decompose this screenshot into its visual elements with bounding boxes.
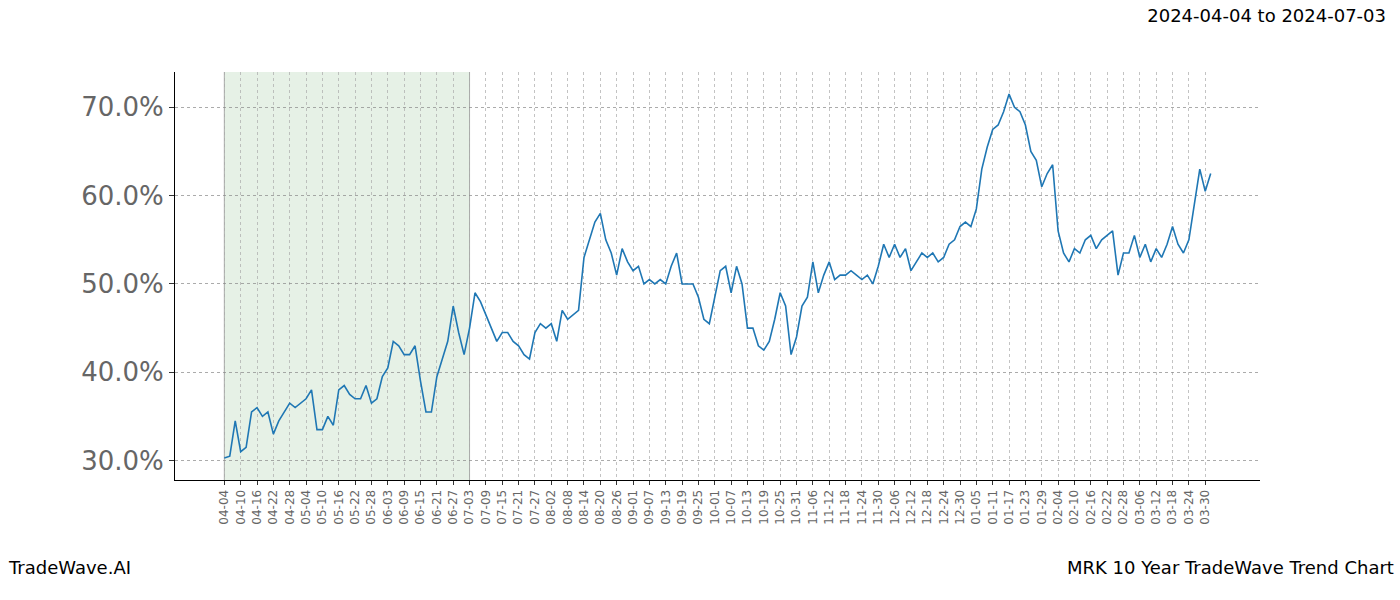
svg-text:70.0%: 70.0% [81, 92, 164, 122]
svg-text:60.0%: 60.0% [81, 181, 164, 211]
svg-text:01-23: 01-23 [1018, 490, 1032, 525]
svg-text:04-04: 04-04 [217, 490, 231, 525]
svg-text:03-18: 03-18 [1165, 490, 1179, 525]
svg-text:01-29: 01-29 [1035, 490, 1049, 525]
svg-text:11-06: 11-06 [806, 490, 820, 525]
svg-text:50.0%: 50.0% [81, 269, 164, 299]
svg-text:02-04: 02-04 [1051, 490, 1065, 525]
svg-text:09-07: 09-07 [642, 490, 656, 525]
svg-text:03-12: 03-12 [1149, 490, 1163, 525]
svg-text:2024-04-04 to 2024-07-03: 2024-04-04 to 2024-07-03 [1147, 5, 1386, 26]
svg-text:11-30: 11-30 [871, 490, 885, 525]
svg-text:02-28: 02-28 [1116, 490, 1130, 525]
svg-text:07-03: 07-03 [462, 490, 476, 525]
svg-text:04-28: 04-28 [283, 490, 297, 525]
svg-text:12-12: 12-12 [904, 490, 918, 525]
svg-text:MRK 10 Year TradeWave Trend Ch: MRK 10 Year TradeWave Trend Chart [1067, 557, 1394, 578]
svg-text:40.0%: 40.0% [81, 357, 164, 387]
svg-text:12-18: 12-18 [920, 490, 934, 525]
svg-text:TradeWave.AI: TradeWave.AI [8, 557, 131, 578]
svg-text:09-19: 09-19 [675, 490, 689, 525]
svg-text:12-30: 12-30 [953, 490, 967, 525]
svg-text:02-16: 02-16 [1084, 490, 1098, 525]
svg-text:08-26: 08-26 [610, 490, 624, 525]
svg-text:03-30: 03-30 [1198, 490, 1212, 525]
svg-text:08-20: 08-20 [593, 490, 607, 525]
svg-text:09-13: 09-13 [659, 490, 673, 525]
svg-text:08-08: 08-08 [561, 490, 575, 525]
svg-text:04-16: 04-16 [250, 490, 264, 525]
svg-text:06-09: 06-09 [397, 490, 411, 525]
svg-text:06-15: 06-15 [413, 490, 427, 525]
svg-text:04-10: 04-10 [234, 490, 248, 525]
svg-text:01-05: 01-05 [969, 490, 983, 525]
svg-text:10-01: 10-01 [708, 490, 722, 525]
svg-text:06-27: 06-27 [446, 490, 460, 525]
svg-text:08-02: 08-02 [544, 490, 558, 525]
svg-text:04-22: 04-22 [266, 490, 280, 525]
svg-text:03-24: 03-24 [1182, 490, 1196, 525]
svg-text:08-14: 08-14 [577, 490, 591, 525]
svg-text:09-01: 09-01 [626, 490, 640, 525]
svg-text:07-15: 07-15 [495, 490, 509, 525]
svg-text:30.0%: 30.0% [81, 446, 164, 476]
svg-text:02-10: 02-10 [1067, 490, 1081, 525]
svg-text:11-12: 11-12 [822, 490, 836, 525]
svg-text:01-17: 01-17 [1002, 490, 1016, 525]
svg-text:03-06: 03-06 [1133, 490, 1147, 525]
svg-text:12-24: 12-24 [937, 490, 951, 525]
svg-text:06-03: 06-03 [381, 490, 395, 525]
svg-text:05-16: 05-16 [332, 490, 346, 525]
svg-text:10-31: 10-31 [789, 490, 803, 525]
svg-text:10-07: 10-07 [724, 490, 738, 525]
svg-text:05-10: 05-10 [315, 490, 329, 525]
svg-text:05-22: 05-22 [348, 490, 362, 525]
svg-text:05-28: 05-28 [364, 490, 378, 525]
svg-text:12-06: 12-06 [888, 490, 902, 525]
svg-text:10-19: 10-19 [757, 490, 771, 525]
svg-text:10-25: 10-25 [773, 490, 787, 525]
svg-text:02-22: 02-22 [1100, 490, 1114, 525]
svg-text:07-27: 07-27 [528, 490, 542, 525]
svg-text:01-11: 01-11 [986, 490, 1000, 525]
svg-text:07-21: 07-21 [511, 490, 525, 525]
svg-text:09-25: 09-25 [691, 490, 705, 525]
svg-text:07-09: 07-09 [479, 490, 493, 525]
svg-text:05-04: 05-04 [299, 490, 313, 525]
svg-text:06-21: 06-21 [430, 490, 444, 525]
svg-text:10-13: 10-13 [740, 490, 754, 525]
svg-text:11-18: 11-18 [838, 490, 852, 525]
svg-text:11-24: 11-24 [855, 490, 869, 525]
